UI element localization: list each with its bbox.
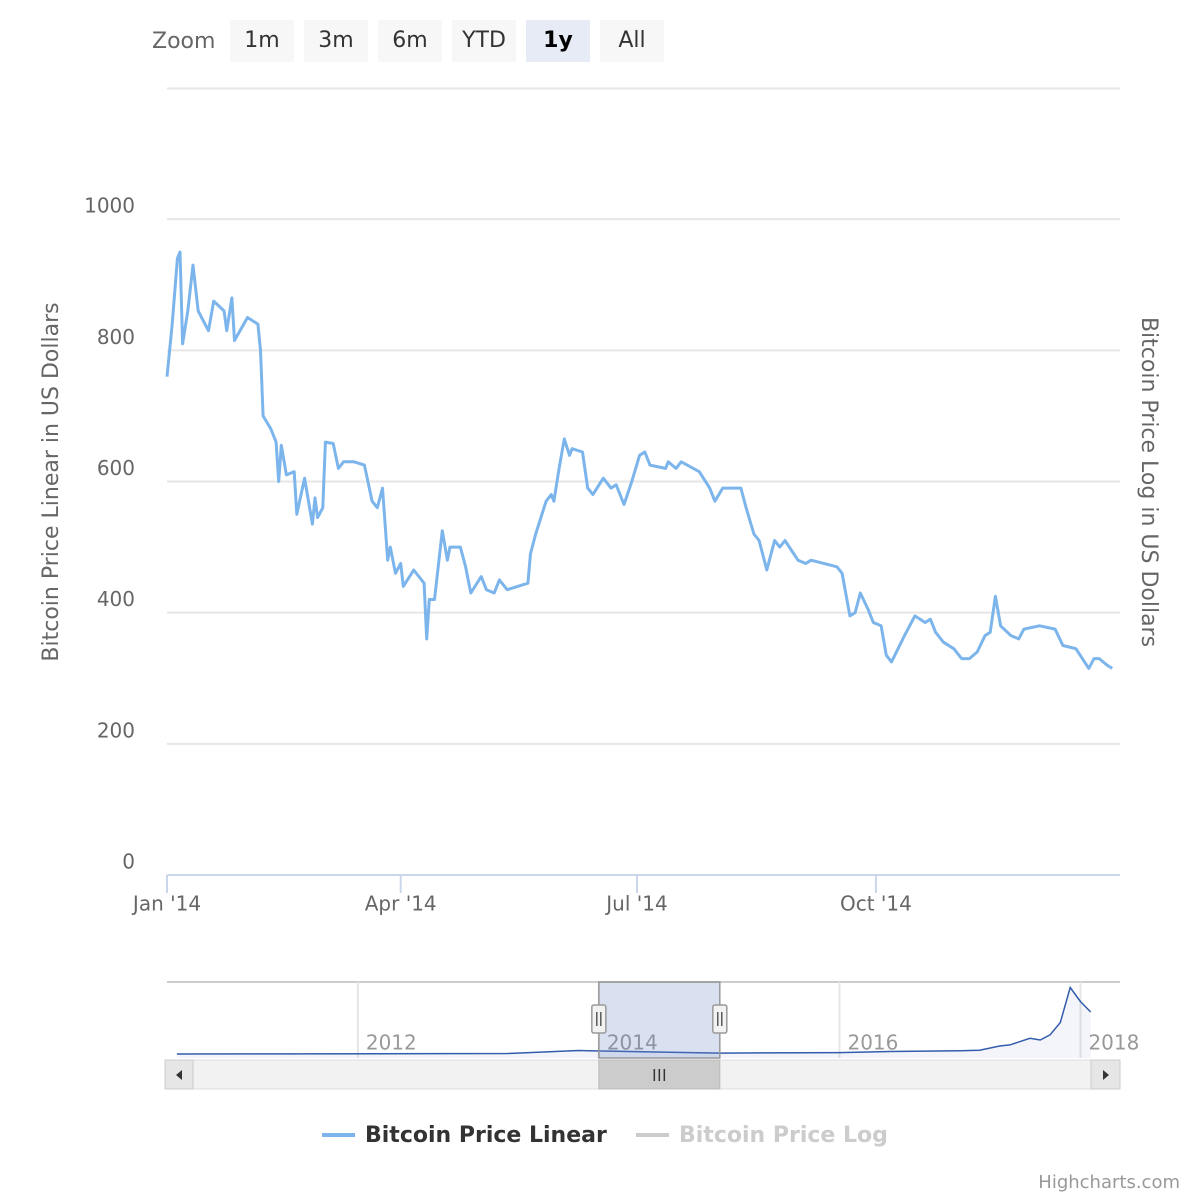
zoom-button[interactable] (452, 20, 516, 62)
y-tick-label: 200 (97, 718, 135, 742)
zoom-button[interactable] (600, 20, 664, 62)
y-tick-label: 1000 (84, 194, 135, 218)
zoom-button-label[interactable]: 1y (543, 28, 573, 53)
x-tick-label: Apr '14 (365, 892, 437, 916)
legend-label[interactable]: Bitcoin Price Linear (365, 1123, 607, 1148)
zoom-button[interactable] (304, 20, 368, 62)
zoom-button-label[interactable]: 1m (244, 28, 279, 53)
scrollbar-grip (653, 1069, 666, 1081)
zoom-label: Zoom (152, 29, 215, 54)
zoom-button[interactable] (378, 20, 442, 62)
x-tick-label: Jan '14 (131, 892, 201, 916)
navigator-handle-grip (717, 1012, 723, 1026)
x-tick-label: Oct '14 (840, 892, 912, 916)
navigator-area (176, 987, 1091, 1058)
y-tick-label: 400 (97, 587, 135, 611)
zoom-button-label[interactable]: All (618, 28, 645, 53)
y-axis-title: Bitcoin Price Linear in US Dollars (39, 302, 64, 661)
y-tick-label: 0 (122, 850, 135, 874)
credits[interactable]: Highcharts.com (1038, 1172, 1180, 1193)
navigator-tick-label: 2018 (1088, 1031, 1139, 1055)
navigator-handle[interactable] (712, 1004, 728, 1034)
navigator-handle-grip (596, 1012, 602, 1026)
navigator-tick-label: 2016 (847, 1031, 898, 1055)
x-tick-label: Jul '14 (604, 892, 667, 916)
scrollbar-left-arrow (176, 1070, 182, 1080)
zoom-button-label[interactable]: 6m (392, 28, 427, 53)
y2-axis-title: Bitcoin Price Log in US Dollars (1136, 317, 1161, 647)
y-tick-label: 800 (97, 325, 135, 349)
navigator-tick-label: 2012 (366, 1031, 417, 1055)
zoom-button[interactable] (230, 20, 294, 62)
scrollbar-right-arrow (1103, 1070, 1109, 1080)
y-tick-label: 600 (97, 456, 135, 480)
navigator-selection[interactable] (598, 981, 721, 1059)
navigator-handle[interactable] (591, 1004, 607, 1034)
navigator-tick-label: 2014 (607, 1031, 658, 1055)
navigator-line (176, 985, 1092, 1055)
zoom-button-label[interactable]: 3m (318, 28, 353, 53)
price-line (165, 250, 1114, 670)
zoom-button[interactable] (526, 20, 590, 62)
legend-label[interactable]: Bitcoin Price Log (679, 1123, 888, 1148)
zoom-button-label[interactable]: YTD (461, 28, 506, 53)
